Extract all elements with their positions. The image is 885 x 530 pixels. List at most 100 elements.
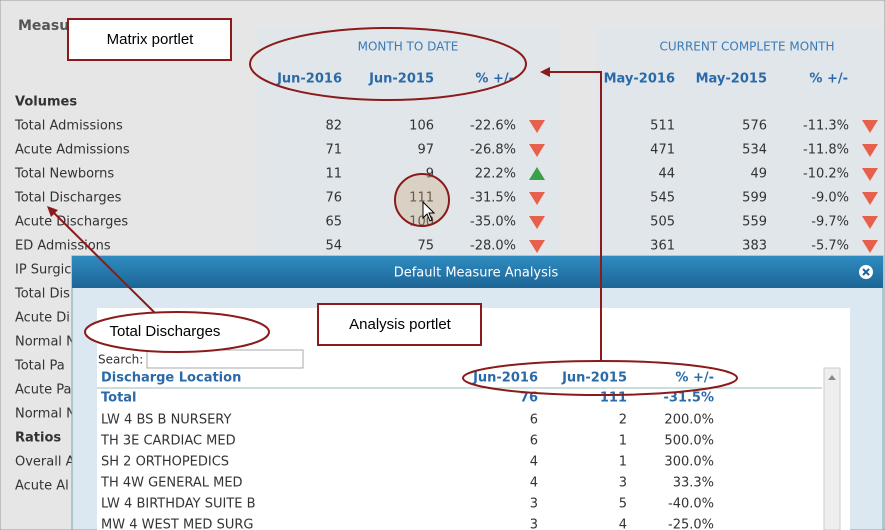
cell: 75 (417, 239, 434, 254)
cell: 3 (530, 497, 538, 512)
trend-down (529, 216, 545, 229)
cell: 76 (325, 191, 342, 206)
cell: 361 (650, 239, 675, 254)
cell: 545 (650, 191, 675, 206)
trend-down (862, 168, 878, 181)
cell: 505 (650, 215, 675, 230)
row-label: Normal N (15, 407, 76, 422)
cell: SH 2 ORTHOPEDICS (101, 455, 229, 470)
trend-down (862, 144, 878, 157)
trend-down (529, 240, 545, 253)
section-header: Volumes (15, 95, 77, 110)
row-label: Overall A (15, 455, 75, 470)
cell: -9.0% (811, 191, 849, 206)
row-label: ED Admissions (15, 239, 111, 254)
scroll-up[interactable] (828, 375, 836, 380)
highlight-ellipse (249, 27, 527, 101)
callout-ellipse (84, 311, 270, 353)
cell: 71 (325, 143, 342, 158)
cell: 9 (426, 167, 434, 182)
cell: -11.8% (803, 143, 849, 158)
row-label: Total Dis (14, 287, 70, 302)
row-label: Acute Discharges (15, 215, 128, 230)
cell: 1 (619, 455, 627, 470)
trend-down (862, 120, 878, 133)
trend-down (862, 192, 878, 205)
total-cell: 111 (600, 391, 627, 406)
arrowhead (47, 206, 58, 217)
cell: 383 (742, 239, 767, 254)
trend-down (529, 144, 545, 157)
cell: 49 (750, 167, 767, 182)
callout-box (67, 18, 232, 61)
cell: -40.0% (668, 497, 714, 512)
scrollbar[interactable] (823, 367, 841, 530)
cell: 2 (619, 413, 627, 428)
cell: 11 (325, 167, 342, 182)
row-label: Total Discharges (14, 191, 122, 206)
cell: TH 4W GENERAL MED (100, 476, 243, 491)
highlight-ellipse (394, 173, 450, 227)
column-header: Jun-2016 (276, 72, 342, 87)
total-cell: Total (101, 391, 137, 406)
cell: -35.0% (470, 215, 516, 230)
cell: 511 (650, 119, 675, 134)
cell: -25.0% (668, 518, 714, 530)
trend-down (862, 240, 878, 253)
row-label: Normal N (15, 335, 76, 350)
matrix: MONTH TO DATE CURRENT COMPLETE MONTH Jun-2… (14, 40, 878, 494)
column-header: % +/- (675, 371, 714, 386)
matrix-title: Measu (18, 18, 69, 34)
cell: 300.0% (664, 455, 714, 470)
row-label: Total Admissions (14, 119, 123, 134)
cell: 3 (530, 518, 538, 530)
callout-text: Total Discharges (110, 323, 221, 340)
row-label: IP Surgic (15, 263, 71, 278)
highlight-ellipse (462, 360, 738, 396)
cell: 1 (619, 434, 627, 449)
cell: -9.7% (811, 215, 849, 230)
cell: -28.0% (470, 239, 516, 254)
cell: LW 4 BIRTHDAY SUITE B (101, 497, 256, 512)
cell: 4 (530, 455, 538, 470)
cell: 500.0% (664, 434, 714, 449)
cell: -31.5% (470, 191, 516, 206)
connector (49, 208, 156, 314)
cell: -11.3% (803, 119, 849, 134)
cell: 5 (619, 497, 627, 512)
column-header: Jun-2015 (368, 72, 434, 87)
cell: TH 3E CARDIAC MED (100, 434, 236, 449)
cell: 44 (658, 167, 675, 182)
cell: 22.2% (475, 167, 516, 182)
group-header: CURRENT COMPLETE MONTH (659, 40, 834, 54)
cell: 3 (619, 476, 627, 491)
trend-down (529, 192, 545, 205)
row-label: Acute Admissions (15, 143, 130, 158)
cell: 33.3% (673, 476, 714, 491)
cell: 111 (409, 191, 434, 206)
cell: 6 (530, 434, 538, 449)
cell: 4 (619, 518, 627, 530)
search-label: Search: (98, 353, 143, 367)
column-header: Discharge Location (101, 371, 241, 386)
arrowhead (540, 67, 550, 77)
row-label: Total Pa (14, 359, 65, 374)
group-header: MONTH TO DATE (358, 40, 459, 54)
total-cell: 76 (520, 391, 538, 406)
column-header: May-2015 (696, 72, 767, 87)
dialog-titlebar (72, 256, 883, 288)
cell: 6 (530, 413, 538, 428)
close-icon (862, 268, 870, 276)
row-label: Total Newborns (14, 167, 114, 182)
cell: -5.7% (811, 239, 849, 254)
cell: 65 (325, 215, 342, 230)
cell: 97 (417, 143, 434, 158)
section-header: Ratios (15, 431, 61, 446)
cell: MW 4 WEST MED SURG (101, 518, 253, 530)
column-header: May-2016 (604, 72, 675, 87)
cell: 106 (409, 119, 434, 134)
row-label: Acute Al (15, 479, 69, 494)
column-header: % +/- (809, 72, 848, 87)
column-header: % +/- (475, 72, 514, 87)
